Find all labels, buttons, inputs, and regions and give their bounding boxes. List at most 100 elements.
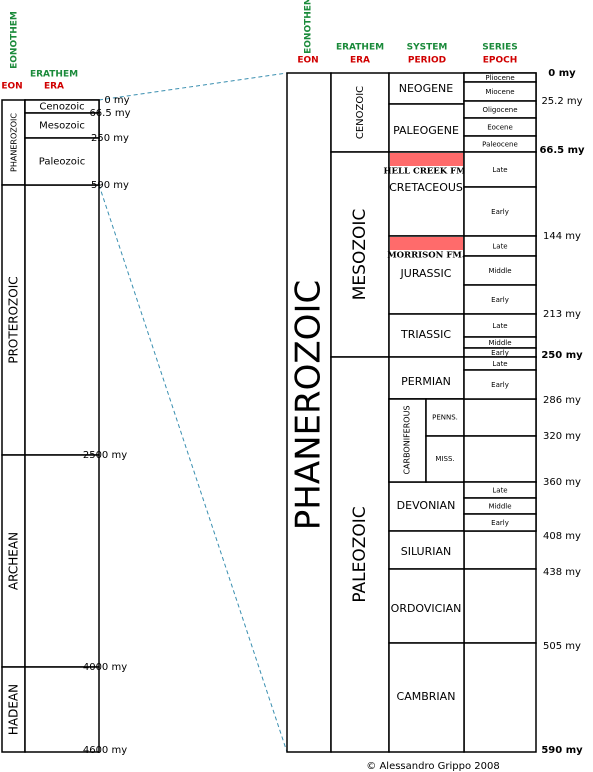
system-label: PERMIAN bbox=[401, 375, 451, 388]
system-label: TRIASSIC bbox=[400, 328, 451, 341]
series-label: Late bbox=[492, 360, 507, 368]
formation-band bbox=[390, 153, 463, 166]
age-label: 4000 my bbox=[83, 662, 127, 673]
series-label: Early bbox=[491, 296, 509, 304]
header: EONOTHEM bbox=[304, 0, 314, 54]
age-label: 66.5 my bbox=[539, 145, 585, 156]
age-label: 25.2 my bbox=[541, 96, 582, 107]
zoom-line bbox=[98, 72, 288, 101]
series-cell bbox=[463, 151, 537, 188]
series-label: Early bbox=[491, 349, 509, 357]
copyright: © Alessandro Grippo 2008 bbox=[366, 761, 499, 772]
age-label: 590 my bbox=[541, 745, 583, 756]
age-label: 66.5 my bbox=[89, 108, 130, 119]
header: EON bbox=[297, 56, 318, 66]
eon-label: PHANEROZOIC bbox=[289, 280, 329, 530]
system-cell bbox=[388, 642, 465, 753]
age-label: 250 my bbox=[91, 133, 129, 144]
subsystem-label: MISS. bbox=[435, 455, 454, 463]
series-label: Paleocene bbox=[482, 141, 518, 149]
header: ERATHEM bbox=[336, 43, 384, 53]
era-cell bbox=[24, 454, 100, 668]
system-label: CARBONIFEROUS bbox=[403, 405, 412, 474]
era-cell bbox=[24, 666, 100, 753]
series-label: Early bbox=[491, 519, 509, 527]
series-label: Middle bbox=[488, 339, 511, 347]
series-label: Late bbox=[492, 166, 507, 174]
header: EONOTHEM bbox=[10, 11, 20, 69]
series-cell bbox=[463, 568, 537, 644]
age-label: 590 my bbox=[91, 180, 129, 191]
series-label: Middle bbox=[488, 267, 511, 275]
age-label: 360 my bbox=[543, 477, 581, 488]
age-label: 2500 my bbox=[83, 450, 127, 461]
eon-label: PHANEROZOIC bbox=[10, 113, 19, 172]
series-cell bbox=[463, 435, 537, 483]
age-label: 320 my bbox=[543, 431, 581, 442]
system-label: JURASSIC bbox=[400, 267, 452, 280]
zoom-line bbox=[98, 184, 288, 753]
subsystem-cell bbox=[425, 398, 465, 437]
system-label: SILURIAN bbox=[401, 545, 452, 558]
series-cell bbox=[463, 369, 537, 400]
era-label: CENOZOIC bbox=[355, 86, 366, 139]
era-label: Paleozoic bbox=[39, 157, 85, 168]
series-label: Early bbox=[491, 208, 509, 216]
series-label: Late bbox=[492, 243, 507, 251]
system-cell bbox=[388, 568, 465, 644]
age-label: 4600 my bbox=[83, 745, 127, 756]
age-label: 505 my bbox=[543, 641, 581, 652]
series-label: Late bbox=[492, 487, 507, 495]
age-label: 408 my bbox=[543, 531, 581, 542]
era-cell bbox=[330, 356, 390, 753]
system-label: PALEOGENE bbox=[393, 124, 459, 137]
system-label: DEVONIAN bbox=[397, 499, 456, 512]
series-cell bbox=[463, 513, 537, 532]
era-cell bbox=[24, 184, 100, 456]
era-label: Mesozoic bbox=[39, 121, 85, 132]
series-label: Early bbox=[491, 381, 509, 389]
header: ERA bbox=[350, 56, 370, 66]
header: EPOCH bbox=[483, 56, 518, 66]
era-label: MESOZOIC bbox=[350, 209, 370, 301]
formation-label: HELL CREEK FM. bbox=[384, 167, 469, 177]
system-label: NEOGENE bbox=[399, 82, 454, 95]
header: SERIES bbox=[482, 43, 518, 53]
era-label: Cenozoic bbox=[39, 102, 84, 113]
series-label: Miocene bbox=[485, 88, 514, 96]
header: SYSTEM bbox=[407, 43, 448, 53]
system-cell bbox=[388, 398, 427, 483]
header: ERATHEM bbox=[30, 70, 78, 80]
era-cell bbox=[24, 137, 100, 186]
series-cell bbox=[463, 398, 537, 437]
formation-label: MORRISON FM. bbox=[387, 251, 465, 261]
header: ERA bbox=[44, 82, 64, 92]
series-label: Oligocene bbox=[482, 106, 517, 114]
eon-label: HADEAN bbox=[7, 684, 21, 735]
eon-cell bbox=[286, 72, 332, 753]
subsystem-label: PENNS. bbox=[432, 414, 458, 422]
series-cell bbox=[463, 642, 537, 753]
system-label: CAMBRIAN bbox=[397, 690, 456, 703]
era-label: PALEOZOIC bbox=[350, 506, 370, 602]
system-label: CRETACEOUS bbox=[389, 181, 463, 194]
eon-label: PROTEROZOIC bbox=[7, 276, 21, 363]
header: EON bbox=[1, 82, 22, 92]
age-label: 286 my bbox=[543, 395, 581, 406]
age-label: 144 my bbox=[543, 231, 581, 242]
series-label: Eocene bbox=[487, 124, 513, 132]
formation-band bbox=[390, 237, 463, 250]
age-label: 0 my bbox=[548, 68, 576, 79]
system-cell bbox=[388, 356, 465, 400]
series-cell bbox=[463, 530, 537, 570]
series-label: Late bbox=[492, 322, 507, 330]
eon-label: ARCHEAN bbox=[7, 532, 21, 590]
system-cell bbox=[388, 103, 465, 153]
age-label: 213 my bbox=[543, 309, 581, 320]
age-label: 0 my bbox=[104, 95, 129, 106]
header: PERIOD bbox=[408, 56, 446, 66]
age-label: 250 my bbox=[541, 350, 583, 361]
series-label: Middle bbox=[488, 503, 511, 511]
